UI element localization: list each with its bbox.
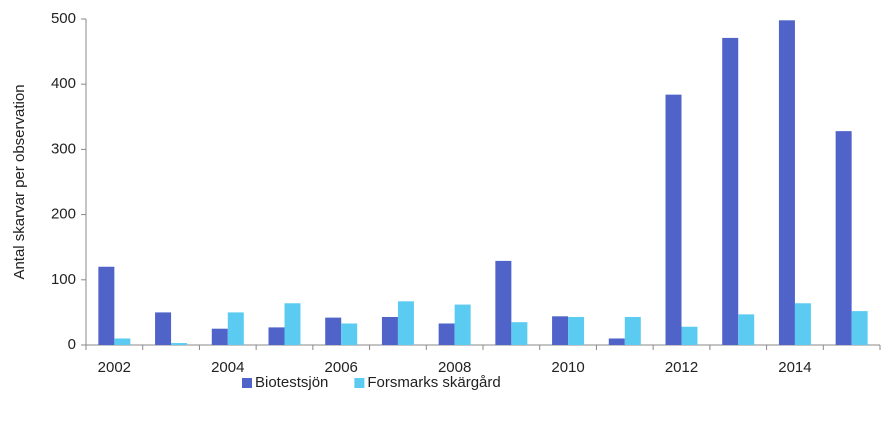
x-tick-label: 2006 <box>325 359 358 376</box>
bar <box>381 316 398 345</box>
bar <box>552 316 569 345</box>
y-tick-label: 0 <box>68 336 76 353</box>
bar <box>851 311 868 345</box>
bar <box>665 94 682 345</box>
y-tick-label: 200 <box>51 206 76 223</box>
legend-swatch <box>242 378 252 388</box>
bar <box>608 338 625 345</box>
bar <box>325 317 342 345</box>
bar <box>511 322 528 345</box>
x-tick-label: 2002 <box>98 359 131 376</box>
bar <box>722 37 739 346</box>
bar <box>568 316 585 345</box>
x-tick-label: 2010 <box>551 359 584 376</box>
bar <box>114 338 131 345</box>
bar <box>211 328 228 345</box>
legend-label: Forsmarks skärgård <box>367 374 500 391</box>
bar <box>268 327 285 345</box>
x-tick-label: 2014 <box>778 359 811 376</box>
bar <box>624 316 641 345</box>
bar <box>98 266 115 345</box>
bar <box>284 303 301 345</box>
legend-swatch <box>354 378 365 388</box>
y-tick-label: 300 <box>51 140 76 157</box>
bar <box>155 312 172 345</box>
bar <box>227 312 244 345</box>
bar <box>738 314 755 345</box>
bar <box>341 323 358 345</box>
legend-label: Biotestsjön <box>255 374 328 391</box>
bar <box>495 260 512 345</box>
bar <box>778 20 795 346</box>
x-tick-label: 2008 <box>438 359 471 376</box>
bar <box>171 343 188 345</box>
x-tick-label: 2012 <box>665 359 698 376</box>
bar <box>681 326 698 345</box>
bar <box>454 304 471 345</box>
y-axis-label: Antal skarvar per observation <box>11 84 28 279</box>
y-tick-label: 500 <box>51 10 76 27</box>
bar <box>438 323 455 345</box>
y-tick-label: 400 <box>51 75 76 92</box>
y-tick-label: 100 <box>51 271 76 288</box>
x-tick-label: 2004 <box>211 359 244 376</box>
bar <box>794 303 811 345</box>
bar <box>397 301 414 345</box>
bar <box>835 131 852 345</box>
